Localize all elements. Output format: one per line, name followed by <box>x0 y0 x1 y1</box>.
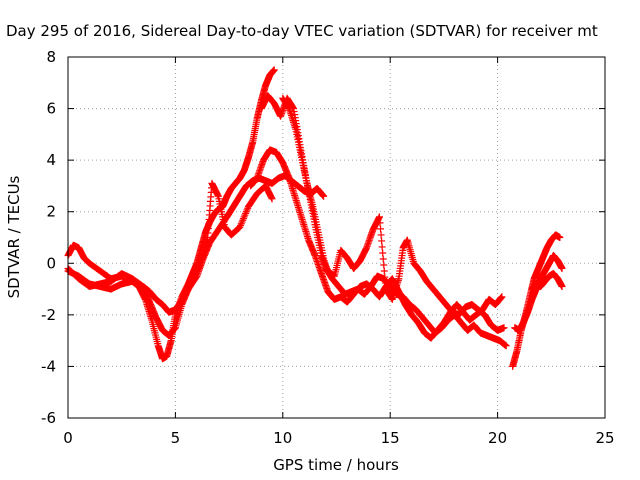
data-point <box>500 324 508 332</box>
x-tick-label: 5 <box>171 429 181 447</box>
data-point-interp <box>238 218 246 226</box>
data-point-interp <box>241 211 249 219</box>
y-tick-label: 0 <box>46 254 56 272</box>
data-point <box>502 342 510 350</box>
data-point-interp <box>194 265 202 273</box>
y-tick-label: 8 <box>46 48 56 66</box>
data-point-interp <box>188 279 196 287</box>
y-tick-label: 2 <box>46 203 56 221</box>
x-tick-label: 10 <box>273 429 292 447</box>
data-point-interp <box>380 261 388 269</box>
data-point-interp <box>196 258 204 266</box>
data-point-interp <box>240 213 248 221</box>
data-point-interp <box>239 216 247 224</box>
y-tick-label: 4 <box>46 151 56 169</box>
data-point <box>375 213 383 221</box>
data-point <box>268 195 276 203</box>
y-tick-label: 6 <box>46 100 56 118</box>
y-tick-label: -6 <box>41 409 56 427</box>
x-tick-label: 25 <box>595 429 614 447</box>
x-axis-label: GPS time / hours <box>273 456 399 474</box>
x-tick-label: 0 <box>63 429 73 447</box>
plot-frame <box>67 56 606 419</box>
data-point-interp <box>192 269 200 277</box>
x-tick-label: 20 <box>488 429 507 447</box>
data-point-interp <box>190 274 198 282</box>
data-point-interp <box>239 215 247 223</box>
data-point <box>270 66 278 74</box>
y-tick-label: -4 <box>41 357 56 375</box>
data-point <box>558 282 566 290</box>
data-point <box>558 264 566 272</box>
x-tick-label: 15 <box>381 429 400 447</box>
data-point-interp <box>377 225 385 233</box>
data-point-interp <box>193 267 201 275</box>
data-point-interp <box>191 272 199 280</box>
data-point-interp <box>242 209 250 217</box>
data-point-interp <box>237 221 245 229</box>
data-point <box>236 223 244 231</box>
data-points <box>64 66 566 370</box>
data-point-interp <box>380 267 388 275</box>
data-point-interp <box>196 260 204 268</box>
data-point-interp <box>379 255 387 263</box>
data-point <box>320 192 328 200</box>
data-point <box>556 234 564 241</box>
chart-title: Day 295 of 2016, Sidereal Day-to-day VTE… <box>6 22 598 40</box>
data-point-interp <box>189 276 197 284</box>
data-point-interp <box>237 220 245 228</box>
grid <box>68 57 605 418</box>
data-point <box>498 293 506 301</box>
y-axis-label: SDTVAR / TECUs <box>5 175 23 298</box>
y-tick-label: -2 <box>41 306 56 324</box>
data-point-interp <box>195 262 203 270</box>
data-point-interp <box>194 264 202 272</box>
data-point-interp <box>378 243 386 251</box>
data-point-interp <box>379 249 387 257</box>
data-point-interp <box>376 219 384 227</box>
data-point-interp <box>243 206 251 214</box>
data-point <box>189 277 197 285</box>
data-point-interp <box>381 273 389 281</box>
data-point-interp <box>191 270 199 278</box>
axes: 0 5 10 15 20 25 -6 -4 -2 0 2 4 6 8 <box>41 48 615 447</box>
data-point-interp <box>377 231 385 239</box>
data-point-interp <box>242 208 250 216</box>
data-point-interp <box>378 237 386 245</box>
